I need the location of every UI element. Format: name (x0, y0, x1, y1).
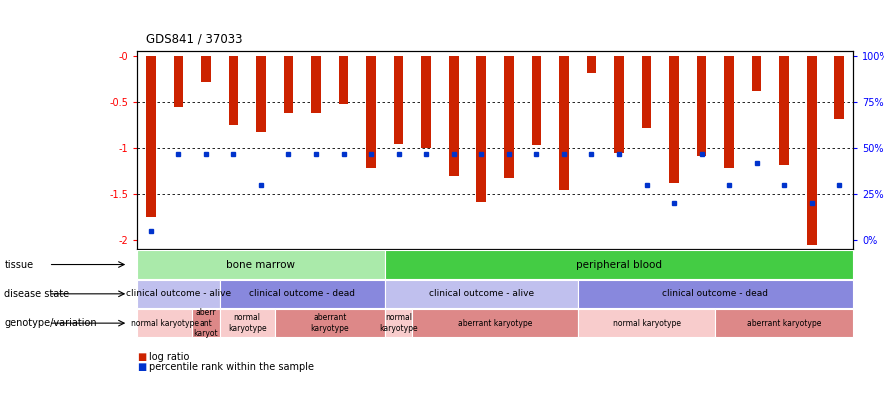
Bar (201, 56, 210, 82)
Bar (614, 56, 624, 153)
Bar (394, 56, 403, 144)
Text: log ratio: log ratio (149, 352, 189, 362)
Text: ■: ■ (137, 352, 146, 362)
Text: normal
karyotype: normal karyotype (228, 314, 266, 333)
Text: disease state: disease state (4, 289, 70, 299)
Text: clinical outcome - dead: clinical outcome - dead (249, 289, 355, 298)
Text: normal karyotype: normal karyotype (131, 319, 199, 327)
Bar (559, 56, 568, 190)
Text: clinical outcome - alive: clinical outcome - alive (126, 289, 231, 298)
Bar (587, 56, 596, 72)
Bar (504, 56, 514, 178)
Bar (229, 56, 238, 125)
Text: GDS841 / 37033: GDS841 / 37033 (146, 32, 242, 46)
Bar (642, 56, 652, 128)
Bar (807, 56, 817, 245)
Bar (834, 56, 844, 119)
Bar (476, 56, 486, 202)
Text: aberrant
karyotype: aberrant karyotype (310, 314, 349, 333)
Bar (366, 56, 376, 168)
Bar (531, 56, 541, 145)
Text: tissue: tissue (4, 259, 34, 270)
Bar (339, 56, 348, 104)
Bar (724, 56, 734, 168)
Bar (284, 56, 293, 113)
Text: normal
karyotype: normal karyotype (379, 314, 418, 333)
Text: percentile rank within the sample: percentile rank within the sample (149, 362, 314, 372)
Text: peripheral blood: peripheral blood (576, 259, 662, 270)
Bar (752, 56, 761, 91)
Text: aberrant karyotype: aberrant karyotype (747, 319, 821, 327)
Bar (256, 56, 266, 131)
Bar (146, 56, 156, 217)
Text: clinical outcome - alive: clinical outcome - alive (429, 289, 534, 298)
Bar (669, 56, 679, 183)
Text: aberr
ant
karyot: aberr ant karyot (194, 308, 218, 338)
Text: aberrant karyotype: aberrant karyotype (458, 319, 532, 327)
Bar (449, 56, 459, 176)
Bar (780, 56, 789, 165)
Text: genotype/variation: genotype/variation (4, 318, 97, 328)
Text: bone marrow: bone marrow (226, 259, 295, 270)
Bar (422, 56, 431, 148)
Text: normal karyotype: normal karyotype (613, 319, 681, 327)
Bar (697, 56, 706, 156)
Bar (311, 56, 321, 113)
Text: clinical outcome - dead: clinical outcome - dead (662, 289, 768, 298)
Bar (173, 56, 183, 107)
Text: ■: ■ (137, 362, 146, 372)
